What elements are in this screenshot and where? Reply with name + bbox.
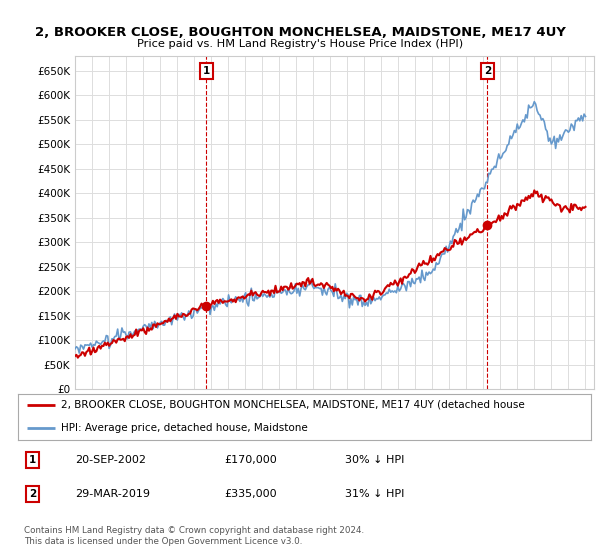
Text: 20-SEP-2002: 20-SEP-2002: [76, 455, 146, 465]
Text: Contains HM Land Registry data © Crown copyright and database right 2024.: Contains HM Land Registry data © Crown c…: [24, 526, 364, 535]
Text: 29-MAR-2019: 29-MAR-2019: [76, 489, 151, 499]
Text: 2: 2: [29, 489, 36, 499]
Text: This data is licensed under the Open Government Licence v3.0.: This data is licensed under the Open Gov…: [24, 537, 302, 546]
Text: Price paid vs. HM Land Registry's House Price Index (HPI): Price paid vs. HM Land Registry's House …: [137, 39, 463, 49]
Text: 1: 1: [203, 66, 210, 76]
Text: 2, BROOKER CLOSE, BOUGHTON MONCHELSEA, MAIDSTONE, ME17 4UY (detached house: 2, BROOKER CLOSE, BOUGHTON MONCHELSEA, M…: [61, 400, 525, 410]
Text: £335,000: £335,000: [224, 489, 277, 499]
Text: 2, BROOKER CLOSE, BOUGHTON MONCHELSEA, MAIDSTONE, ME17 4UY: 2, BROOKER CLOSE, BOUGHTON MONCHELSEA, M…: [35, 26, 565, 39]
Text: 30% ↓ HPI: 30% ↓ HPI: [344, 455, 404, 465]
Text: 31% ↓ HPI: 31% ↓ HPI: [344, 489, 404, 499]
Text: HPI: Average price, detached house, Maidstone: HPI: Average price, detached house, Maid…: [61, 423, 308, 433]
Text: 1: 1: [29, 455, 36, 465]
Text: £170,000: £170,000: [224, 455, 277, 465]
Text: 2: 2: [484, 66, 491, 76]
